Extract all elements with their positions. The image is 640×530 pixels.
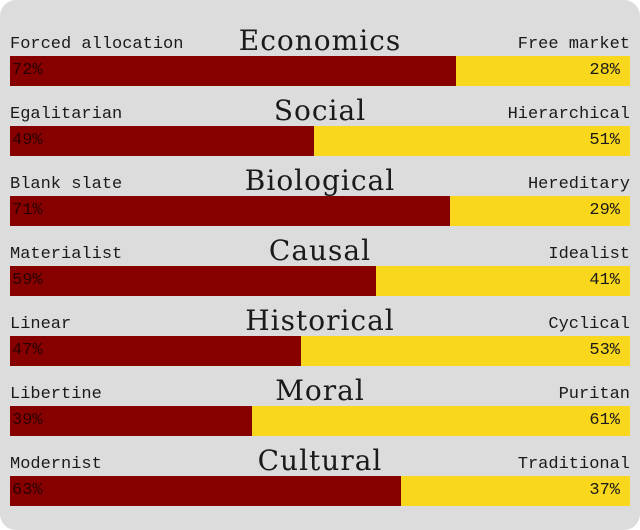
right-pole-label: Cyclical xyxy=(548,315,630,334)
axis-header: Forced allocation Economics Free market xyxy=(10,26,630,56)
score-bar-fill xyxy=(10,336,302,366)
axis-title: Moral xyxy=(275,374,365,407)
axis-causal: Materialist Causal Idealist 59% 41% xyxy=(10,236,630,298)
score-bar: 63% 37% xyxy=(10,476,630,506)
axis-economics: Forced allocation Economics Free market … xyxy=(10,26,630,88)
score-bar-fill xyxy=(10,406,252,436)
axis-social: Egalitarian Social Hierarchical 49% 51% xyxy=(10,96,630,158)
left-pole-label: Egalitarian xyxy=(10,105,123,124)
axis-moral: Libertine Moral Puritan 39% 61% xyxy=(10,376,630,438)
score-bar: 39% 61% xyxy=(10,406,630,436)
left-pole-label: Blank slate xyxy=(10,175,123,194)
right-pole-label: Free market xyxy=(517,35,630,54)
score-bar-fill xyxy=(10,476,401,506)
right-percent: 28% xyxy=(589,61,620,80)
score-bar-fill xyxy=(10,126,314,156)
left-pole-label: Materialist xyxy=(10,245,123,264)
left-percent: 71% xyxy=(12,201,43,220)
axis-header: Libertine Moral Puritan xyxy=(10,376,630,406)
score-bar: 49% 51% xyxy=(10,126,630,156)
left-percent: 39% xyxy=(12,411,43,430)
axis-title: Cultural xyxy=(257,444,383,477)
left-percent: 49% xyxy=(12,131,43,150)
axis-title: Social xyxy=(273,94,367,127)
axis-historical: Linear Historical Cyclical 47% 53% xyxy=(10,306,630,368)
score-bar: 71% 29% xyxy=(10,196,630,226)
axis-title: Biological xyxy=(244,164,396,197)
axis-cultural: Modernist Cultural Traditional 63% 37% xyxy=(10,446,630,508)
right-percent: 61% xyxy=(589,411,620,430)
score-bar-fill xyxy=(10,196,451,226)
left-pole-label: Libertine xyxy=(10,385,102,404)
score-bar-fill xyxy=(10,56,457,86)
axis-header: Modernist Cultural Traditional xyxy=(10,446,630,476)
right-pole-label: Hierarchical xyxy=(507,105,630,124)
axis-header: Linear Historical Cyclical xyxy=(10,306,630,336)
axis-title: Economics xyxy=(238,24,402,57)
axis-header: Egalitarian Social Hierarchical xyxy=(10,96,630,126)
left-pole-label: Forced allocation xyxy=(10,35,184,54)
score-bar-fill xyxy=(10,266,376,296)
score-bar: 59% 41% xyxy=(10,266,630,296)
score-bar: 72% 28% xyxy=(10,56,630,86)
left-percent: 63% xyxy=(12,481,43,500)
left-percent: 59% xyxy=(12,271,43,290)
axis-title: Causal xyxy=(268,234,372,267)
right-percent: 53% xyxy=(589,341,620,360)
axis-header: Blank slate Biological Hereditary xyxy=(10,166,630,196)
left-percent: 72% xyxy=(12,61,43,80)
right-percent: 51% xyxy=(589,131,620,150)
left-pole-label: Linear xyxy=(10,315,72,334)
axis-header: Materialist Causal Idealist xyxy=(10,236,630,266)
right-pole-label: Hereditary xyxy=(527,175,630,194)
axis-title: Historical xyxy=(245,304,395,337)
axis-biological: Blank slate Biological Hereditary 71% 29… xyxy=(10,166,630,228)
right-percent: 37% xyxy=(589,481,620,500)
left-pole-label: Modernist xyxy=(10,455,102,474)
right-percent: 41% xyxy=(589,271,620,290)
right-percent: 29% xyxy=(589,201,620,220)
right-pole-label: Puritan xyxy=(558,385,630,404)
right-pole-label: Traditional xyxy=(517,455,630,474)
right-pole-label: Idealist xyxy=(548,245,630,264)
left-percent: 47% xyxy=(12,341,43,360)
score-bar: 47% 53% xyxy=(10,336,630,366)
